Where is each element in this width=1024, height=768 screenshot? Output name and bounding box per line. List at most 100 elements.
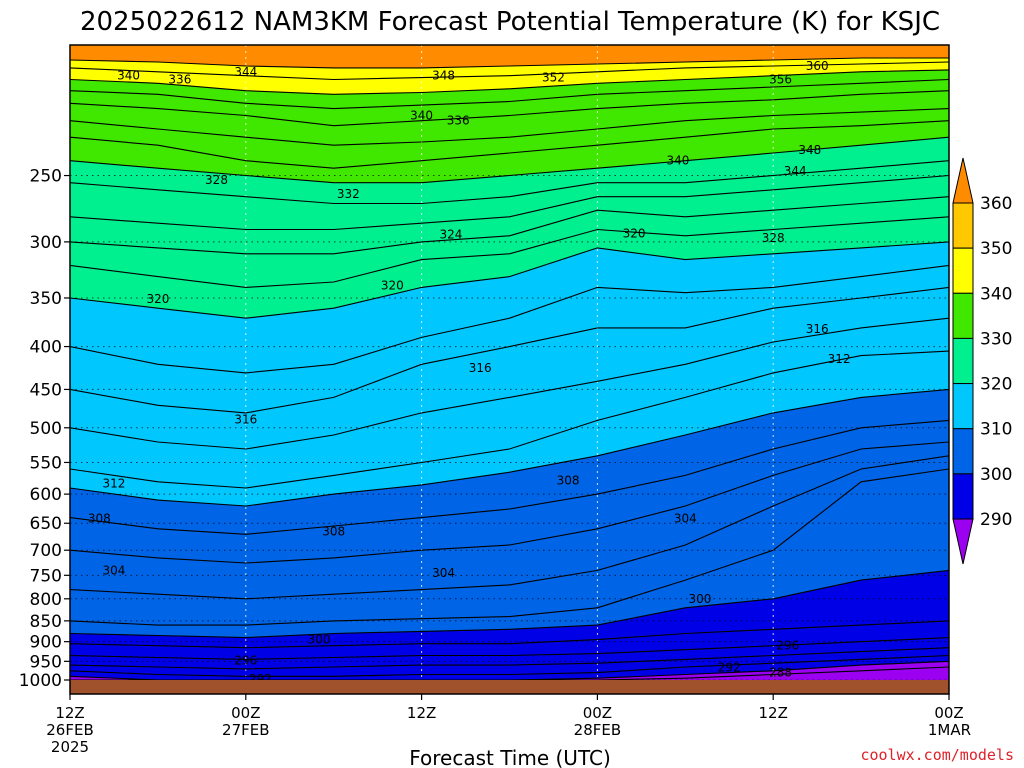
y-tick-label-850: 850 [30,612,62,632]
colorbar-swatch-350 [952,202,974,249]
contour-332 [70,120,949,169]
contour-label-300: 300 [688,592,711,606]
x-tick-label-0-0: 12Z [55,704,84,722]
contour-label-304: 304 [102,563,125,577]
contour-label-336: 336 [447,114,470,128]
contour-label-296: 296 [776,639,799,653]
colorbar-label-290: 290 [980,510,1012,530]
x-tick-label-48-0: 12Z [759,704,788,722]
chart-title: 2025022612 NAM3KM Forecast Potential Tem… [80,7,940,37]
contour-label-312: 312 [102,477,125,491]
colorbar-swatch-310 [952,383,974,430]
contour-292 [70,654,949,677]
y-tick-label-500: 500 [30,419,62,439]
contour-label-304: 304 [674,512,697,526]
colorbar-extend-bottom [952,518,974,565]
contour-label-308: 308 [88,512,111,526]
contour-322 [70,216,949,288]
contour-label-340: 340 [117,69,140,83]
contour-316 [70,286,949,414]
contour-label-308: 308 [322,525,345,539]
contour-328 [70,160,949,205]
colorbar-swatch-300 [952,428,974,475]
contour-label-328: 328 [205,173,228,187]
contour-302 [70,468,949,626]
contour-lines [70,57,949,680]
contour-label-324: 324 [439,228,462,242]
y-tick-label-1000: 1000 [19,671,62,691]
y-axis: 2503003504004505005506006507007508008509… [19,167,70,691]
contour-324 [70,196,949,255]
contour-304 [70,455,949,600]
contour-label-308: 308 [557,474,580,488]
x-tick-label-60-1: 1MAR [928,721,971,739]
contour-318 [70,264,949,374]
y-tick-label-400: 400 [30,338,62,358]
contour-308 [70,419,949,535]
x-tick-label-0-2: 2025 [51,738,89,756]
y-tick-label-650: 650 [30,514,62,534]
contour-labels: 340 336 344 348 352 360 356 340 336 328 332 340 348 3… [88,59,851,686]
fill-band-below-290 [70,661,949,680]
ground-surface [70,680,949,694]
contour-label-344: 344 [234,65,257,79]
contour-300 [70,569,949,639]
contour-label-360: 360 [806,59,829,73]
colorbar-extend-top [952,157,974,204]
y-tick-label-600: 600 [30,485,62,505]
contour-290 [70,660,949,680]
x-tick-label-36-1: 28FEB [574,721,621,739]
contour-label-320: 320 [623,226,646,240]
y-tick-label-450: 450 [30,380,62,400]
y-tick-label-800: 800 [30,590,62,610]
x-tick-label-0-1: 26FEB [46,721,93,739]
contour-298 [70,620,949,649]
contour-306 [70,441,949,564]
contour-344 [70,61,949,81]
contour-338 [70,78,949,110]
contour-320 [70,241,949,319]
x-tick-label-60-0: 00Z [934,704,963,722]
contour-label-316: 316 [806,322,829,336]
plot-frame [69,44,950,695]
contour-label-312: 312 [828,352,851,366]
contour-label-288: 288 [769,666,792,680]
contour-326 [70,174,949,231]
contour-label-292: 292 [718,660,741,674]
colorbar-swatch-340 [952,247,974,294]
contour-310 [70,388,949,507]
y-tick-label-750: 750 [30,566,62,586]
y-tick-label-700: 700 [30,541,62,561]
credit-link[interactable]: coolwx.com/models [860,746,1014,764]
contour-312 [70,350,949,489]
colorbar-swatch-330 [952,292,974,339]
contour-330 [70,136,949,184]
contour-340 [70,69,949,95]
contour-label-300: 300 [308,633,331,647]
filled-contours [70,45,949,680]
contour-label-328: 328 [762,231,785,245]
y-tick-label-250: 250 [30,167,62,187]
y-tick-label-350: 350 [30,289,62,309]
contour-label-348: 348 [798,143,821,157]
y-tick-label-550: 550 [30,453,62,473]
colorbar-label-340: 340 [980,284,1012,304]
contour-label-336: 336 [168,72,191,86]
colorbar: 290 300 310 320 330 340 350 360 [952,157,1012,565]
colorbar-label-330: 330 [980,329,1012,349]
y-tick-label-950: 950 [30,652,62,672]
contour-label-320: 320 [381,278,404,292]
contour-label-316: 316 [234,413,257,427]
colorbar-label-360: 360 [980,194,1012,214]
colorbar-label-300: 300 [980,465,1012,485]
contour-348 [70,57,949,69]
x-tick-label-12-1: 27FEB [222,721,269,739]
contour-label-320: 320 [146,292,169,306]
contour-label-304: 304 [432,566,455,580]
y-tick-label-900: 900 [30,633,62,653]
colorbar-swatch-320 [952,337,974,385]
colorbar-label-320: 320 [980,375,1012,395]
x-tick-label-24-0: 12Z [407,704,436,722]
